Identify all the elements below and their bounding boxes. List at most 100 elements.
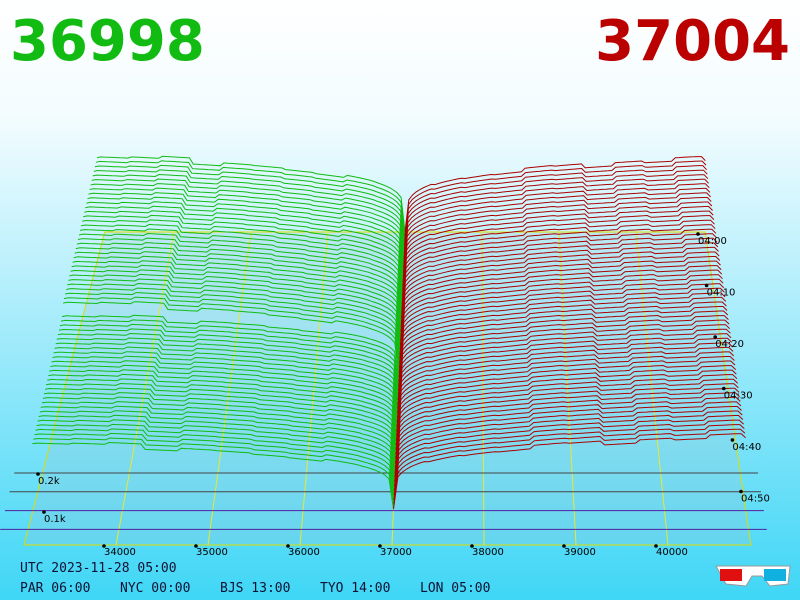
bid-curve (90, 183, 405, 260)
price-label: 39000 (564, 547, 596, 558)
clock: PAR 06:00 (20, 581, 90, 596)
ask-curve (397, 333, 732, 410)
bid-curve (55, 342, 399, 410)
bid-curve (77, 237, 403, 314)
ask-curve (393, 410, 743, 487)
tick-dot (739, 489, 743, 494)
ask-curve (401, 224, 716, 301)
ask-curve (401, 219, 715, 296)
ask-curve (398, 296, 727, 373)
ask-curve (399, 287, 725, 364)
scene: 34000 35000 36000 37000 38000 39000 40000 0.2k 0… (0, 155, 770, 558)
bid-curve (96, 155, 406, 233)
tick-dot (654, 544, 658, 548)
ask-curve (397, 319, 730, 396)
ask-curve (399, 278, 724, 355)
ask-curve (393, 415, 744, 492)
tick-dot (286, 544, 290, 548)
grid-line (481, 231, 485, 546)
tick-dot (704, 283, 709, 288)
ask-curve (395, 378, 739, 455)
ask-curve (403, 187, 711, 264)
bid-curve (40, 405, 396, 473)
bid-curve (45, 387, 397, 455)
ask-curve (395, 374, 738, 451)
bid-curve (70, 269, 401, 346)
bid-curve (53, 351, 398, 419)
ask-curve (396, 356, 735, 432)
tick-dot (713, 335, 717, 339)
ask-curve (403, 174, 709, 251)
tick-dot (696, 232, 700, 236)
price-label: 34000 (104, 547, 136, 558)
ask-price: 37004 (595, 9, 790, 74)
bid-curve (39, 410, 396, 478)
ask-curve (396, 346, 734, 423)
price-label: 35000 (196, 547, 228, 558)
tick-dot (378, 544, 382, 548)
ask-curve (396, 351, 735, 428)
price-label: 40000 (656, 547, 688, 558)
bid-curve (85, 205, 404, 283)
tick-dot (470, 544, 474, 548)
bid-curve (52, 355, 398, 423)
bid-curve (88, 192, 404, 269)
ask-curve (393, 424, 745, 501)
bid-curve (74, 251, 402, 328)
floor (23, 231, 752, 546)
ask-curve (404, 156, 706, 233)
ask-curve (394, 387, 740, 464)
bid-curve (94, 164, 406, 242)
bid-curve (33, 437, 395, 505)
bid-curve (59, 323, 399, 392)
bid-curve (68, 278, 401, 355)
tick-dot (102, 544, 106, 548)
ask-curve (400, 251, 720, 328)
ask-curve (394, 406, 742, 482)
ask-curve (397, 337, 733, 414)
grid-line (115, 231, 175, 546)
tick-dot (36, 472, 40, 476)
bid-curve (86, 201, 404, 278)
ask-curve (402, 201, 713, 278)
time-label: 04:30 (724, 391, 753, 402)
bid-curve (91, 178, 405, 255)
ask-curve (403, 169, 708, 246)
ask-curve (402, 215, 715, 292)
utc-time: UTC 2023-11-28 05:00 (20, 561, 177, 576)
bid-curve (92, 173, 405, 251)
ask-curve (401, 237, 718, 314)
price-label: 36000 (288, 547, 320, 558)
ask-curve (393, 419, 744, 496)
bid-curve (42, 396, 396, 464)
ask-curve (397, 315, 729, 392)
ask-curve (402, 210, 714, 287)
bid-curve (84, 210, 404, 287)
bid-curve (38, 414, 396, 482)
ask-curve (395, 383, 739, 460)
time-label: 04:10 (707, 288, 736, 299)
bid-price: 36998 (10, 9, 205, 74)
ask-curve (397, 328, 731, 405)
ask-curve (403, 192, 711, 269)
bid-curve (83, 214, 403, 292)
bid-curve (51, 360, 398, 428)
time-label: 04:50 (741, 494, 770, 505)
bid-curve (57, 332, 399, 401)
tick-dot (722, 386, 726, 391)
clock: BJS 13:00 (220, 581, 290, 596)
ask-curve (396, 342, 733, 419)
tick-dot (730, 438, 735, 442)
ask-curve (403, 183, 710, 260)
tick-dot (42, 510, 46, 514)
ask-curve (395, 369, 737, 446)
grid-line (299, 231, 329, 546)
ask-curve (400, 242, 719, 319)
ask-curve (402, 197, 712, 273)
time-label: 04:40 (732, 442, 761, 453)
bid-curve (67, 282, 401, 360)
bid-curve (35, 428, 395, 496)
bid-curve (80, 223, 403, 301)
bid-curve (73, 255, 402, 333)
price-label: 38000 (472, 547, 504, 558)
